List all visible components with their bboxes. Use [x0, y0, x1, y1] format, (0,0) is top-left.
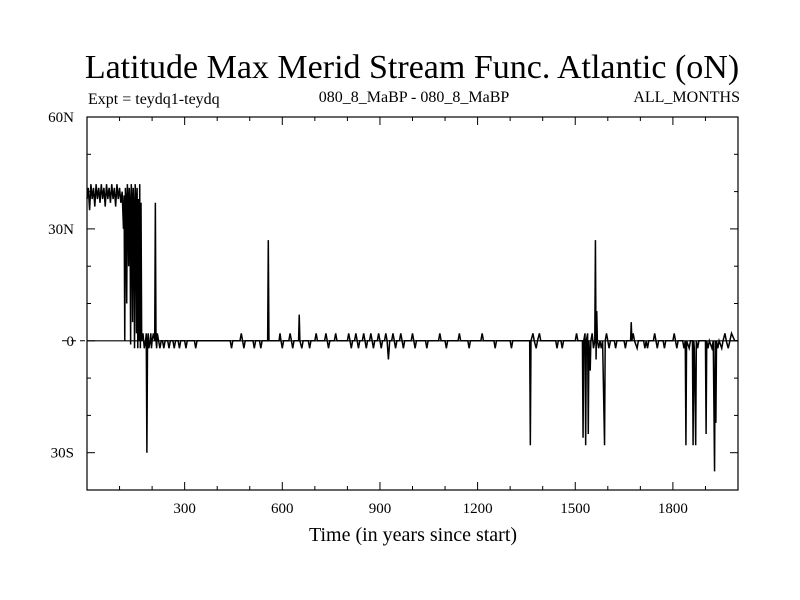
series-line-0 — [86, 184, 738, 472]
chart-subtitle: 080_8_MaBP - 080_8_MaBP — [319, 89, 510, 106]
x-tick-label-1200: 1200 — [463, 501, 493, 517]
plot-frame — [86, 116, 739, 491]
x-tick-label-1500: 1500 — [560, 501, 590, 517]
axes: 300 600 900 1200 1500 1800 60N 30N 0 30S — [48, 110, 739, 517]
chart-title: Latitude Max Merid Stream Func. Atlantic… — [85, 49, 739, 86]
x-tick-label-1800: 1800 — [658, 501, 688, 517]
y-tick-label: 0 — [67, 334, 75, 350]
y-tick-label: 60N — [48, 110, 74, 126]
experiment-label: Expt = teydq1-teydq — [88, 91, 220, 108]
y-tick-label: 30S — [51, 446, 74, 462]
period-label: ALL_MONTHS — [633, 89, 740, 106]
y-tick-label: 30N — [48, 222, 74, 238]
x-axis-label: Time (in years since start) — [309, 524, 517, 546]
x-tick-label-600: 600 — [271, 501, 294, 517]
plot-area — [62, 184, 738, 472]
x-tick-label-900: 900 — [369, 501, 392, 517]
x-tick-label-300: 300 — [173, 501, 196, 517]
